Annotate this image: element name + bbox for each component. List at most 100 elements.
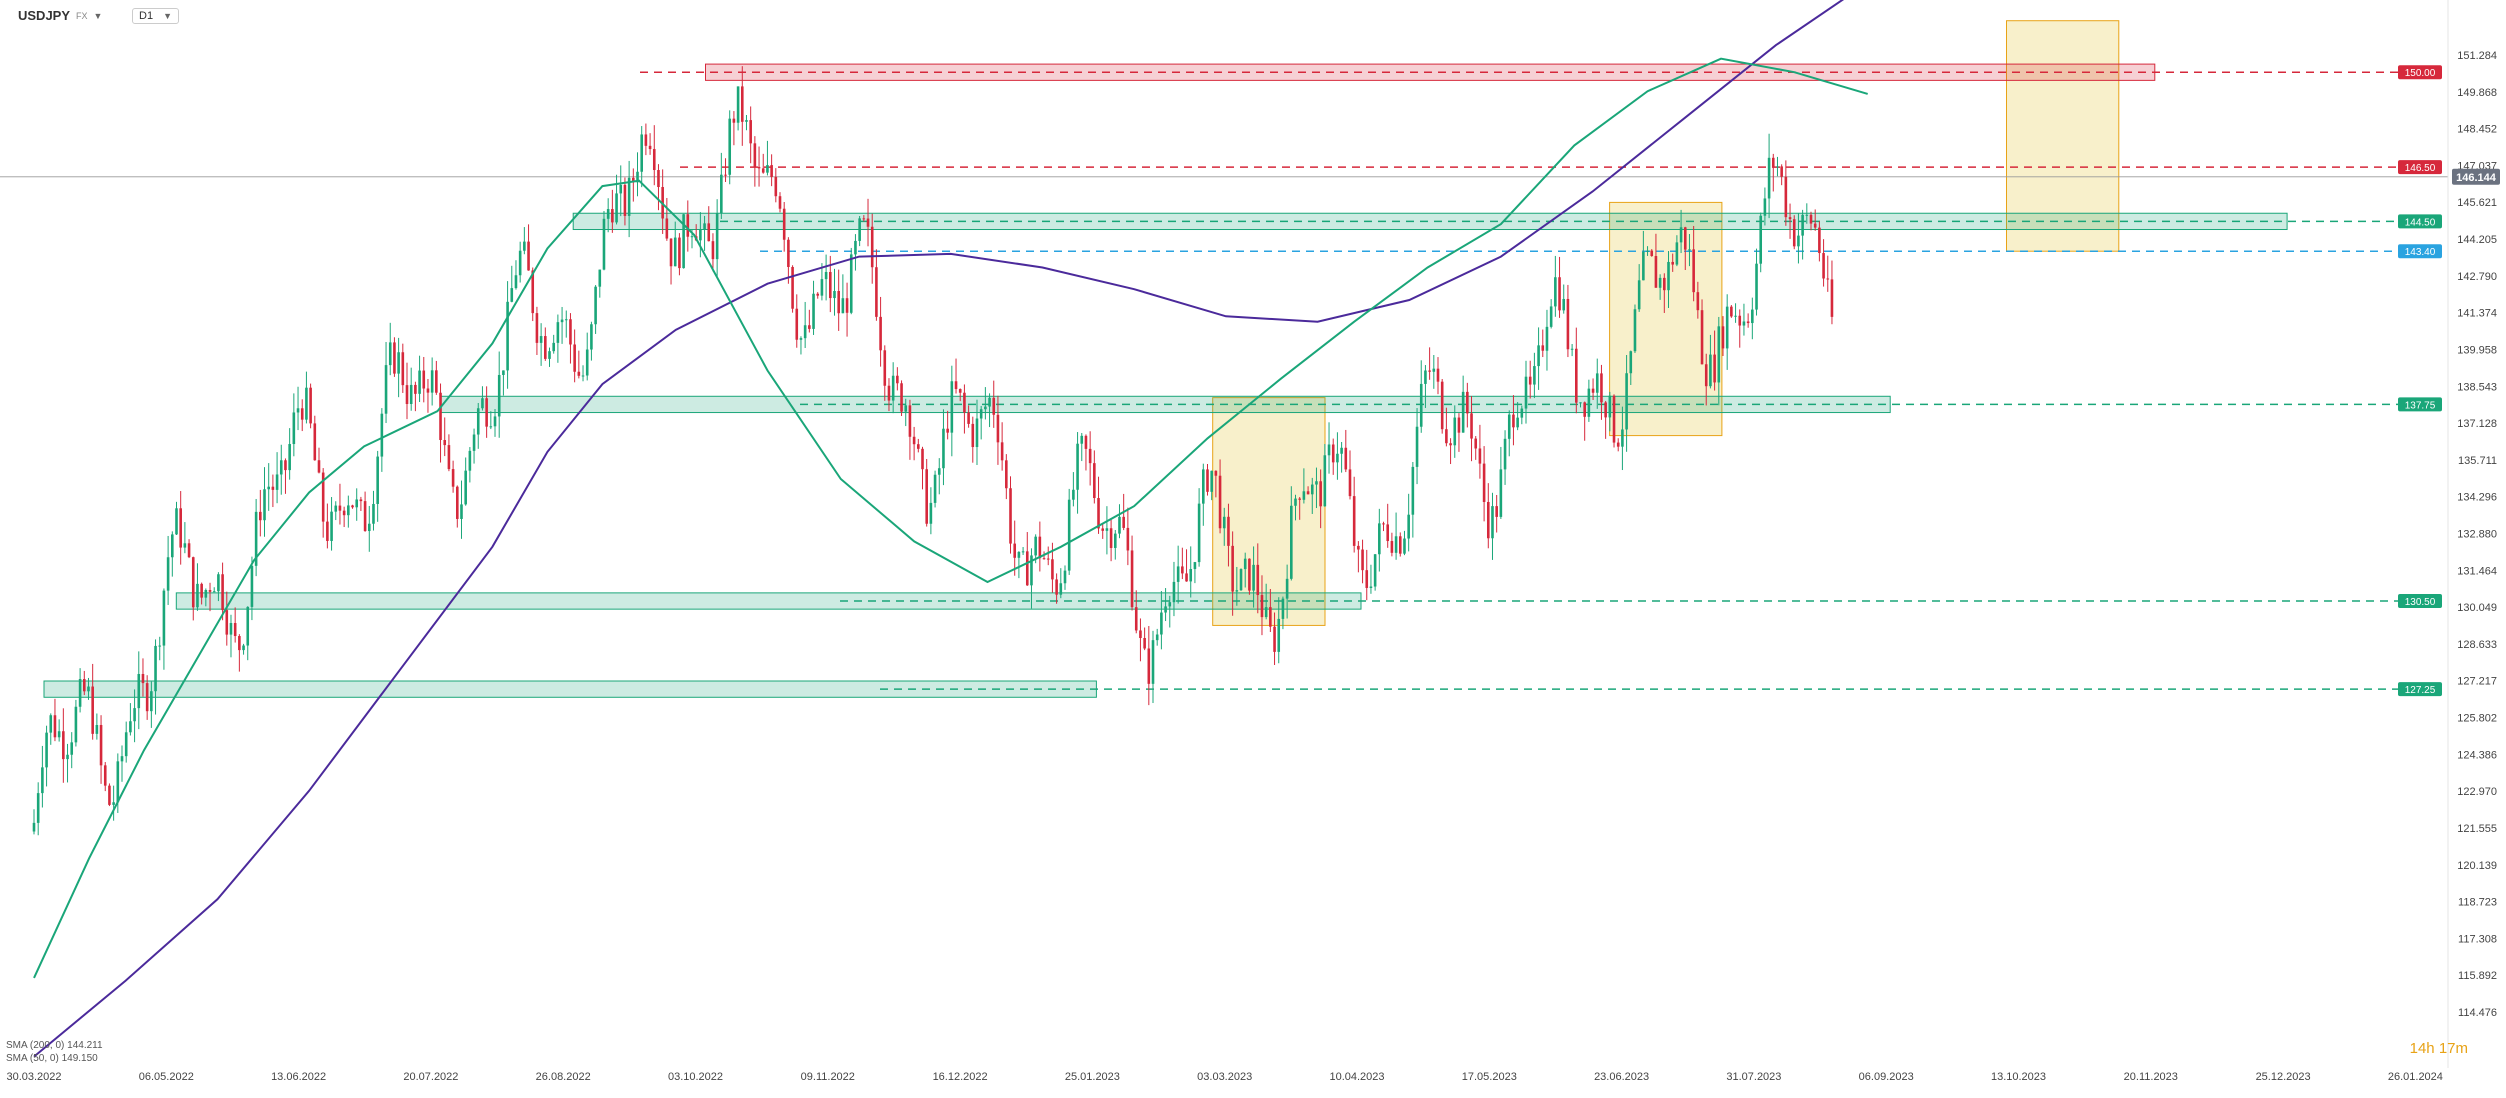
candle-body: [1147, 648, 1151, 684]
candle-body: [1382, 523, 1385, 525]
candle-body: [870, 226, 874, 268]
candle-body: [1193, 562, 1197, 570]
candle-body: [363, 501, 367, 532]
candle-body: [711, 241, 715, 260]
candle-body: [1591, 388, 1595, 393]
candle-body: [833, 290, 836, 299]
candle-body: [1046, 558, 1050, 560]
candle-body: [594, 286, 597, 325]
y-tick-label: 130.049: [2457, 602, 2497, 614]
y-tick-label: 127.217: [2457, 676, 2497, 688]
candle-body: [191, 557, 195, 608]
candle-body: [372, 503, 375, 524]
candle-body: [891, 375, 895, 401]
candle-body: [384, 365, 388, 414]
candle-body: [418, 370, 421, 394]
y-tick-label: 114.476: [2458, 1007, 2497, 1019]
candle-body: [1818, 227, 1821, 254]
candle-body: [1520, 408, 1524, 418]
candle-body: [736, 86, 740, 123]
candle-body: [837, 290, 840, 314]
candle-body: [1227, 516, 1230, 546]
candle-body: [824, 271, 828, 280]
candle-body: [53, 715, 57, 738]
candle-body: [761, 168, 765, 173]
candle-body: [1143, 638, 1146, 649]
candle-body: [145, 683, 149, 712]
candle-body: [1151, 640, 1155, 684]
candle-body: [1051, 559, 1054, 580]
candle-body: [1344, 447, 1348, 470]
level-label-2: 144.50: [2405, 217, 2436, 228]
candle-body: [1306, 491, 1310, 495]
x-tick-label: 17.05.2023: [1462, 1071, 1517, 1083]
instrument-header[interactable]: USDJPY FX ▼: [18, 8, 102, 23]
candle-body: [1533, 366, 1536, 385]
candle-body: [393, 342, 396, 374]
candle-body: [1269, 607, 1272, 627]
candle-body: [1080, 435, 1084, 444]
y-tick-label: 131.464: [2457, 565, 2497, 577]
candle-body: [1424, 370, 1427, 384]
candle-body: [1503, 438, 1507, 470]
candle-body: [485, 398, 488, 427]
y-tick-label: 132.880: [2457, 529, 2497, 541]
candle-body: [745, 120, 748, 122]
candle-body: [1386, 524, 1390, 542]
candle-body: [171, 534, 174, 558]
candle-body: [665, 218, 669, 239]
x-tick-label: 09.11.2022: [801, 1071, 855, 1083]
symbol-dropdown-chevron-down-icon[interactable]: ▼: [93, 10, 103, 21]
candle-body: [1549, 306, 1553, 327]
candle-body: [841, 298, 845, 314]
candle-body: [267, 486, 270, 490]
timeframe-selector[interactable]: D1 ▼: [132, 8, 179, 24]
candle-body: [1361, 549, 1364, 571]
current-price-label: 146.144: [2456, 172, 2497, 184]
candle-body: [1084, 435, 1088, 449]
candle-body: [1650, 250, 1654, 257]
candle-body: [284, 460, 287, 471]
candle-body: [1826, 278, 1830, 280]
candle-body: [1688, 249, 1691, 251]
legend-sma50-label: SMA (50, 0) 149.150: [6, 1053, 98, 1064]
candle-body: [1704, 364, 1708, 387]
candle-body: [757, 166, 761, 169]
candle-body: [1285, 578, 1289, 599]
candle-body: [820, 279, 824, 296]
candle-body: [581, 375, 585, 377]
candle-body: [606, 209, 610, 219]
candle-body: [887, 385, 891, 401]
candle-body: [1466, 391, 1469, 414]
candle-body: [233, 623, 237, 637]
candle-body: [1524, 376, 1528, 409]
legend-sma200-label: SMA (200, 0) 144.211: [6, 1040, 103, 1051]
countdown-minutes: 17m: [2438, 1040, 2468, 1057]
candle-body: [703, 223, 706, 230]
y-tick-label: 148.452: [2457, 124, 2497, 136]
candle-body: [1160, 612, 1163, 635]
candle-body: [1235, 590, 1239, 592]
y-tick-label: 122.970: [2457, 786, 2497, 798]
candle-body: [988, 397, 991, 407]
candle-body: [803, 325, 807, 339]
candle-body: [355, 499, 359, 508]
candle-body: [1063, 570, 1067, 584]
candle-body: [569, 319, 572, 345]
candle-body: [217, 574, 220, 592]
level-label-3: 143.40: [2405, 247, 2436, 258]
candle-body: [1499, 469, 1503, 517]
candle-body: [1072, 489, 1075, 500]
candle-body: [112, 802, 115, 805]
candle-body: [900, 383, 903, 412]
candle-body: [1202, 469, 1205, 504]
support-zone-1: [572, 212, 2288, 231]
candle-body: [451, 469, 455, 487]
candle-body: [1566, 298, 1570, 350]
candle-body: [70, 742, 74, 755]
candle-body: [1248, 558, 1251, 591]
candle-body: [1206, 469, 1209, 492]
candle-body: [208, 589, 212, 592]
